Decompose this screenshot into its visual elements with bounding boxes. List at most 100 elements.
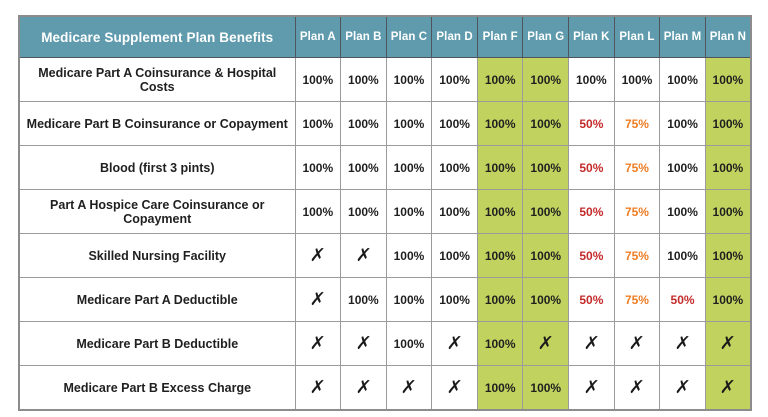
coverage-percent: 100% bbox=[348, 160, 379, 175]
benefit-value-cell: 75% bbox=[613, 101, 661, 146]
benefit-value-cell: 100% bbox=[385, 277, 433, 322]
coverage-percent: 100% bbox=[439, 204, 470, 219]
benefit-value-cell: 100% bbox=[385, 57, 433, 102]
benefit-label: Medicare Part A Deductible bbox=[18, 277, 296, 322]
coverage-percent: 100% bbox=[530, 116, 562, 131]
benefit-value-cell: 100% bbox=[340, 189, 387, 234]
not-covered-x-icon: ✗ bbox=[354, 244, 373, 266]
coverage-percent: 75% bbox=[624, 292, 649, 307]
benefit-value-cell: 100% bbox=[522, 145, 570, 190]
coverage-percent: 100% bbox=[348, 72, 379, 87]
benefit-value-cell: ✗ bbox=[659, 321, 706, 366]
coverage-percent: 100% bbox=[439, 116, 470, 131]
not-covered-x-icon: ✗ bbox=[719, 376, 737, 398]
coverage-percent: 100% bbox=[712, 160, 744, 175]
benefit-value-cell: 75% bbox=[613, 145, 661, 190]
coverage-percent: 75% bbox=[624, 160, 649, 175]
benefit-value-cell: 100% bbox=[522, 365, 570, 411]
benefit-value-cell: 50% bbox=[568, 277, 615, 322]
benefit-value-cell: ✗ bbox=[431, 321, 478, 366]
benefit-value-cell: 100% bbox=[522, 233, 570, 278]
coverage-percent: 100% bbox=[484, 248, 516, 263]
benefit-value-cell: 100% bbox=[613, 57, 661, 102]
not-covered-x-icon: ✗ bbox=[445, 376, 464, 398]
plan-header-plan-g: Plan G bbox=[522, 15, 570, 58]
coverage-percent: 100% bbox=[302, 204, 334, 219]
benefit-value-cell: 50% bbox=[568, 101, 615, 146]
benefit-label: Skilled Nursing Facility bbox=[18, 233, 296, 278]
coverage-percent: 75% bbox=[624, 116, 649, 131]
benefit-label: Medicare Part A Coinsurance & Hospital C… bbox=[18, 57, 296, 102]
coverage-percent: 100% bbox=[393, 72, 425, 87]
benefit-label: Blood (first 3 pints) bbox=[18, 145, 296, 190]
not-covered-x-icon: ✗ bbox=[628, 376, 646, 398]
coverage-percent: 100% bbox=[712, 116, 744, 131]
not-covered-x-icon: ✗ bbox=[537, 332, 555, 354]
coverage-percent: 100% bbox=[393, 292, 425, 307]
not-covered-x-icon: ✗ bbox=[582, 376, 601, 398]
coverage-percent: 100% bbox=[712, 292, 744, 307]
coverage-percent: 50% bbox=[579, 204, 604, 219]
benefit-value-cell: 100% bbox=[476, 189, 524, 234]
benefit-value-cell: 100% bbox=[704, 57, 752, 102]
benefit-value-cell: 100% bbox=[431, 57, 478, 102]
coverage-percent: 100% bbox=[530, 204, 562, 219]
benefit-value-cell: 100% bbox=[431, 277, 478, 322]
not-covered-x-icon: ✗ bbox=[354, 332, 373, 354]
benefit-value-cell: 100% bbox=[340, 57, 387, 102]
benefit-value-cell: 100% bbox=[431, 189, 478, 234]
benefit-value-cell: 100% bbox=[431, 101, 478, 146]
benefit-value-cell: 100% bbox=[704, 101, 752, 146]
coverage-percent: 100% bbox=[484, 204, 516, 219]
benefit-value-cell: ✗ bbox=[659, 365, 706, 411]
benefit-value-cell: 100% bbox=[704, 233, 752, 278]
plan-header-plan-a: Plan A bbox=[294, 15, 342, 58]
benefit-value-cell: ✗ bbox=[340, 321, 387, 366]
benefit-value-cell: 100% bbox=[294, 101, 342, 146]
coverage-percent: 50% bbox=[579, 248, 604, 263]
coverage-percent: 100% bbox=[530, 160, 562, 175]
plan-header-plan-m: Plan M bbox=[659, 15, 706, 58]
benefit-value-cell: 50% bbox=[568, 145, 615, 190]
coverage-percent: 100% bbox=[667, 204, 698, 219]
benefit-value-cell: 100% bbox=[659, 57, 706, 102]
medicare-benefits-table: Medicare Supplement Plan Benefits Plan A… bbox=[18, 15, 752, 411]
coverage-percent: 100% bbox=[621, 72, 653, 87]
not-covered-x-icon: ✗ bbox=[673, 376, 692, 398]
coverage-percent: 75% bbox=[624, 248, 649, 263]
table-body: Medicare Part A Coinsurance & Hospital C… bbox=[18, 57, 752, 411]
benefit-value-cell: ✗ bbox=[294, 321, 342, 366]
benefit-value-cell: 50% bbox=[568, 233, 615, 278]
not-covered-x-icon: ✗ bbox=[628, 332, 646, 354]
benefit-row: Medicare Part B Deductible ✗ ✗ 100% ✗ 100% ✗ ✗ ✗… bbox=[18, 321, 752, 366]
benefit-value-cell: 100% bbox=[294, 57, 342, 102]
coverage-percent: 100% bbox=[439, 248, 470, 263]
benefit-value-cell: ✗ bbox=[294, 277, 342, 322]
coverage-percent: 100% bbox=[484, 336, 516, 351]
benefit-value-cell: ✗ bbox=[522, 321, 570, 366]
benefit-row: Skilled Nursing Facility ✗ ✗ 100% 100% 100% 10… bbox=[18, 233, 752, 278]
plan-header-plan-k: Plan K bbox=[568, 15, 615, 58]
coverage-percent: 100% bbox=[530, 72, 562, 87]
benefit-value-cell: 75% bbox=[613, 189, 661, 234]
benefit-value-cell: ✗ bbox=[340, 365, 387, 411]
benefit-value-cell: ✗ bbox=[385, 365, 433, 411]
benefit-value-cell: 100% bbox=[704, 189, 752, 234]
coverage-percent: 75% bbox=[624, 204, 649, 219]
coverage-percent: 100% bbox=[667, 72, 698, 87]
benefit-value-cell: 100% bbox=[476, 57, 524, 102]
plan-header-plan-b: Plan B bbox=[340, 15, 387, 58]
coverage-percent: 50% bbox=[579, 160, 604, 175]
coverage-percent: 100% bbox=[348, 204, 379, 219]
not-covered-x-icon: ✗ bbox=[309, 332, 327, 354]
not-covered-x-icon: ✗ bbox=[719, 332, 737, 354]
benefit-label: Medicare Part B Deductible bbox=[18, 321, 296, 366]
benefit-label: Part A Hospice Care Coinsurance or Copay… bbox=[18, 189, 296, 234]
coverage-percent: 50% bbox=[579, 116, 604, 131]
benefit-value-cell: 100% bbox=[431, 145, 478, 190]
benefit-row: Blood (first 3 pints) 100% 100% 100% 100% 100… bbox=[18, 145, 752, 190]
coverage-percent: 100% bbox=[302, 160, 334, 175]
benefit-row: Medicare Part A Deductible ✗ 100% 100% 100% 1… bbox=[18, 277, 752, 322]
benefit-value-cell: 100% bbox=[522, 277, 570, 322]
benefit-value-cell: 100% bbox=[294, 145, 342, 190]
